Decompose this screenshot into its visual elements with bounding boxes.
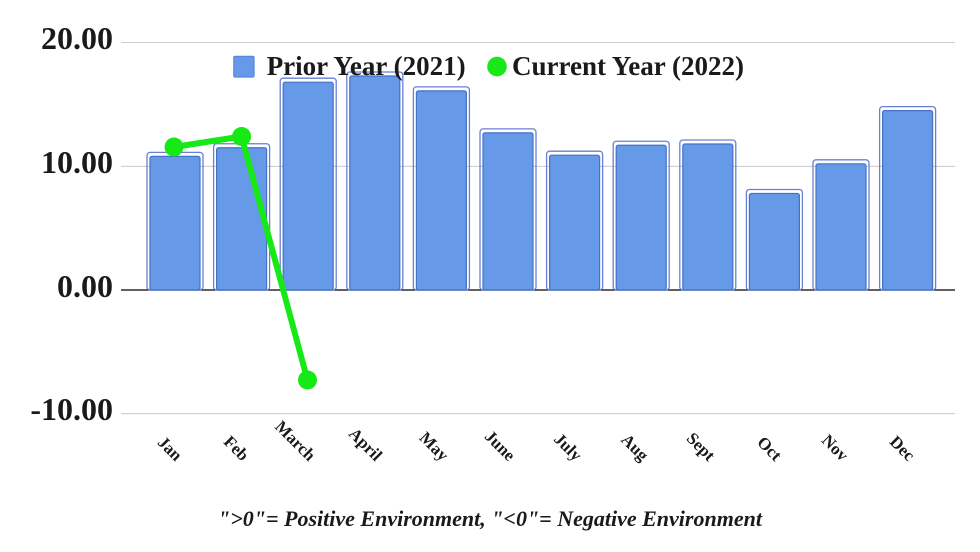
svg-text:-10.00: -10.00 — [30, 391, 113, 427]
svg-text:Sept: Sept — [683, 429, 719, 465]
svg-text:Prior Year (2021): Prior Year (2021) — [267, 51, 466, 81]
svg-text:Aug: Aug — [617, 430, 652, 465]
svg-text:May: May — [416, 428, 453, 465]
svg-text:Jan: Jan — [154, 433, 187, 466]
svg-text:Feb: Feb — [220, 432, 253, 465]
svg-text:March: March — [271, 417, 319, 465]
svg-text:10.00: 10.00 — [41, 144, 113, 180]
svg-text:July: July — [550, 429, 586, 465]
svg-text:0.00: 0.00 — [57, 268, 113, 304]
svg-text:Nov: Nov — [818, 431, 852, 465]
svg-text:April: April — [345, 424, 386, 465]
svg-text:Oct: Oct — [753, 433, 785, 465]
svg-text:June: June — [481, 427, 519, 465]
svg-text:20.00: 20.00 — [41, 20, 113, 56]
svg-text:Dec: Dec — [886, 432, 919, 465]
svg-text:Current Year (2022): Current Year (2022) — [512, 51, 744, 81]
